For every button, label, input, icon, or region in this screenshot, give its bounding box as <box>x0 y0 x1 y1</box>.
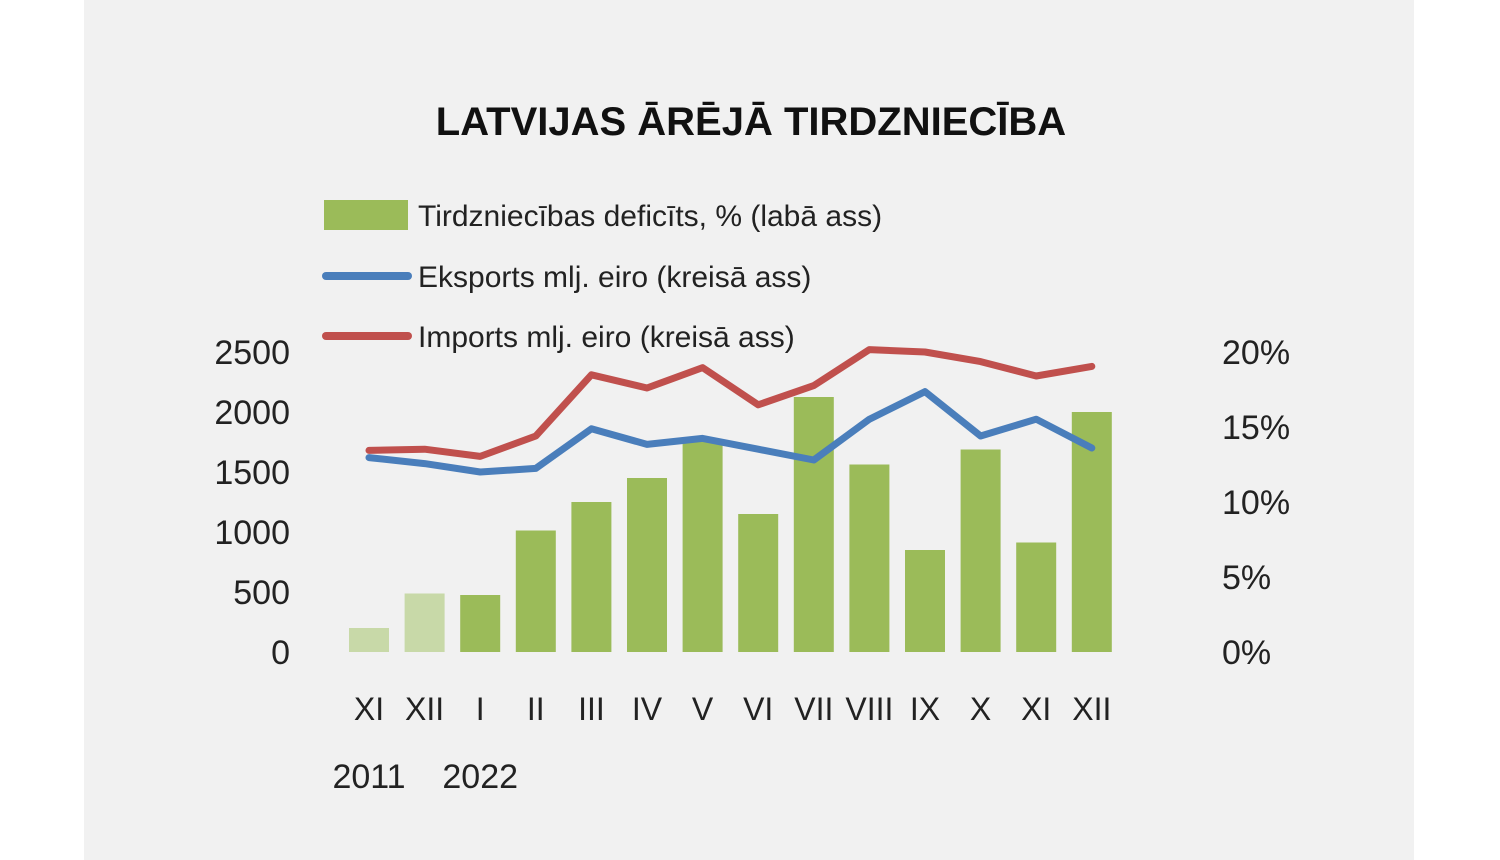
category-label: V <box>692 691 714 727</box>
export-line <box>365 388 1096 476</box>
right-axis-tick: 10% <box>1222 484 1290 522</box>
year-label: 2022 <box>442 758 518 796</box>
deficit-bar <box>349 628 389 652</box>
category-label: XII <box>405 691 444 727</box>
deficit-bar <box>460 595 501 652</box>
deficit-bar <box>738 514 779 652</box>
bar-series-deficit <box>349 397 1112 652</box>
category-label: III <box>578 691 605 727</box>
category-label: VI <box>743 691 773 727</box>
deficit-bar <box>682 439 723 652</box>
left-axis-tick: 1000 <box>214 514 290 552</box>
deficit-bar <box>627 478 667 652</box>
category-label: I <box>476 691 485 727</box>
right-axis-tick: 20% <box>1222 334 1290 372</box>
year-labels: 2011 2022 <box>332 758 518 796</box>
category-label: II <box>527 691 545 727</box>
year-label: 2011 <box>332 758 405 796</box>
deficit-bar <box>1071 412 1112 652</box>
category-label: X <box>970 691 991 727</box>
chart-panel: LATVIJAS ĀRĒJĀ TIRDZNIECĪBA Tirdzniecība… <box>84 0 1414 860</box>
chart-title: LATVIJAS ĀRĒJĀ TIRDZNIECĪBA <box>436 100 1066 144</box>
left-axis-tick: 1500 <box>214 454 290 492</box>
deficit-bar <box>571 502 612 652</box>
category-label: XI <box>354 691 384 727</box>
line-series <box>365 346 1096 476</box>
left-axis: 2500 2000 1500 1000 500 0 <box>214 334 290 672</box>
left-axis-tick: 0 <box>271 634 290 672</box>
legend: Tirdzniecības deficīts, % (labā ass) Eks… <box>322 200 882 354</box>
category-label: IX <box>910 691 940 727</box>
category-label: IV <box>632 691 663 727</box>
category-labels: XI XII I II III IV V VI VII VIII IX X XI XII <box>354 691 1111 727</box>
category-label: VII <box>794 691 833 727</box>
category-label: XI <box>1021 691 1051 727</box>
deficit-bar <box>1016 542 1057 652</box>
category-label: VIII <box>845 691 893 727</box>
deficit-bar <box>404 593 445 652</box>
right-axis-tick: 15% <box>1222 409 1290 447</box>
deficit-bar <box>793 397 834 652</box>
right-axis-tick: 0% <box>1222 634 1271 672</box>
category-label: XII <box>1072 691 1111 727</box>
deficit-bar <box>849 464 890 652</box>
deficit-bar <box>905 550 945 652</box>
import-line <box>365 346 1096 460</box>
chart: LATVIJAS ĀRĒJĀ TIRDZNIECĪBA Tirdzniecība… <box>214 100 1290 796</box>
left-axis-tick: 500 <box>233 574 290 612</box>
legend-label-deficit: Tirdzniecības deficīts, % (labā ass) <box>418 200 882 233</box>
legend-label-import: Imports mlj. eiro (kreisā ass) <box>418 321 795 354</box>
deficit-bar <box>515 530 556 652</box>
left-axis-tick: 2000 <box>214 394 290 432</box>
right-axis-tick: 5% <box>1222 559 1271 597</box>
legend-label-export: Eksports mlj. eiro (kreisā ass) <box>418 261 811 294</box>
deficit-bar <box>960 449 1001 652</box>
legend-swatch-deficit <box>324 200 408 230</box>
right-axis: 20% 15% 10% 5% 0% <box>1222 334 1290 672</box>
left-axis-tick: 2500 <box>214 334 290 372</box>
